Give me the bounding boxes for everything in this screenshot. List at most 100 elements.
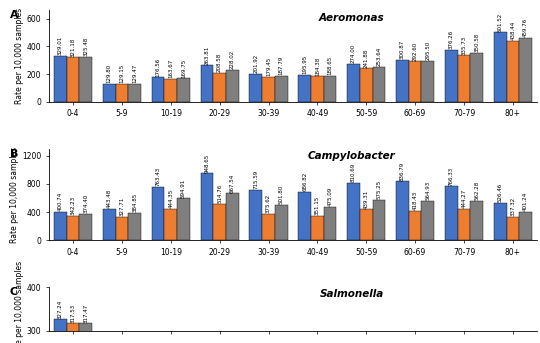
Bar bbox=[373, 200, 386, 240]
Bar bbox=[262, 214, 275, 240]
Text: 351.15: 351.15 bbox=[315, 196, 320, 215]
Text: 384.85: 384.85 bbox=[132, 193, 137, 212]
Bar bbox=[494, 32, 507, 102]
Bar bbox=[213, 73, 226, 102]
Text: 374.40: 374.40 bbox=[83, 194, 88, 213]
Bar bbox=[396, 60, 409, 102]
Bar bbox=[275, 76, 288, 102]
Bar bbox=[445, 186, 457, 240]
Text: 228.02: 228.02 bbox=[230, 50, 235, 70]
Bar bbox=[200, 65, 213, 102]
Text: 444.35: 444.35 bbox=[168, 189, 173, 208]
Bar bbox=[275, 205, 288, 240]
Text: 179.45: 179.45 bbox=[266, 57, 271, 76]
Bar bbox=[360, 68, 373, 102]
Bar bbox=[54, 319, 66, 343]
Bar bbox=[226, 70, 239, 102]
Bar bbox=[311, 76, 324, 102]
Bar bbox=[66, 323, 79, 343]
Text: 562.28: 562.28 bbox=[474, 181, 479, 200]
Text: 129.80: 129.80 bbox=[107, 64, 112, 83]
Bar bbox=[311, 216, 324, 240]
Bar bbox=[422, 201, 434, 240]
Y-axis label: Rate per 10,000 samples: Rate per 10,000 samples bbox=[10, 146, 19, 243]
Text: 475.09: 475.09 bbox=[328, 187, 333, 206]
Y-axis label: Rate per 10,000 samples: Rate per 10,000 samples bbox=[15, 8, 24, 104]
Text: Aeromonas: Aeromonas bbox=[319, 13, 384, 23]
Bar bbox=[66, 216, 79, 240]
Bar bbox=[470, 201, 483, 240]
Text: 188.65: 188.65 bbox=[328, 56, 333, 75]
Text: 342.23: 342.23 bbox=[71, 196, 76, 215]
Bar bbox=[519, 38, 532, 102]
Text: 184.38: 184.38 bbox=[315, 56, 320, 75]
Text: 176.56: 176.56 bbox=[156, 57, 160, 76]
Text: 375.62: 375.62 bbox=[266, 194, 271, 213]
Text: Salmonella: Salmonella bbox=[320, 288, 384, 298]
Text: 459.76: 459.76 bbox=[523, 18, 528, 37]
Bar bbox=[116, 84, 129, 102]
Text: 321.18: 321.18 bbox=[71, 37, 76, 57]
Bar bbox=[103, 84, 116, 102]
Text: 263.81: 263.81 bbox=[205, 45, 210, 64]
Text: 501.80: 501.80 bbox=[279, 185, 284, 204]
Bar bbox=[457, 209, 470, 240]
Bar bbox=[116, 217, 129, 240]
Bar bbox=[494, 203, 507, 240]
Text: A: A bbox=[10, 10, 18, 20]
Bar bbox=[129, 213, 141, 240]
Text: C: C bbox=[10, 287, 18, 297]
Bar bbox=[152, 187, 164, 240]
Bar bbox=[164, 209, 177, 240]
Bar bbox=[507, 216, 519, 240]
Text: 337.32: 337.32 bbox=[510, 197, 515, 216]
Text: 444.27: 444.27 bbox=[462, 189, 467, 208]
Text: 292.60: 292.60 bbox=[413, 41, 417, 60]
Text: 163.67: 163.67 bbox=[168, 59, 173, 79]
Text: 501.52: 501.52 bbox=[498, 12, 503, 32]
Bar bbox=[164, 79, 177, 102]
Bar bbox=[129, 84, 141, 102]
Text: 208.58: 208.58 bbox=[217, 53, 222, 72]
Text: 443.48: 443.48 bbox=[107, 189, 112, 208]
Text: 129.47: 129.47 bbox=[132, 64, 137, 83]
Bar bbox=[79, 57, 92, 102]
Bar bbox=[262, 77, 275, 102]
Text: 564.93: 564.93 bbox=[426, 180, 430, 200]
Bar bbox=[373, 67, 386, 102]
Bar bbox=[519, 212, 532, 240]
Text: 327.71: 327.71 bbox=[119, 197, 124, 216]
Bar bbox=[298, 75, 311, 102]
Text: 526.46: 526.46 bbox=[498, 183, 503, 202]
Text: 300.87: 300.87 bbox=[400, 40, 405, 59]
Text: 241.88: 241.88 bbox=[364, 48, 369, 68]
Text: 350.58: 350.58 bbox=[474, 33, 479, 52]
Text: 401.24: 401.24 bbox=[523, 192, 528, 211]
Text: 129.15: 129.15 bbox=[119, 64, 124, 83]
Text: 253.64: 253.64 bbox=[376, 47, 381, 66]
Bar bbox=[249, 74, 262, 102]
Text: 438.44: 438.44 bbox=[510, 21, 515, 40]
Text: 329.01: 329.01 bbox=[58, 36, 63, 56]
Bar bbox=[79, 323, 92, 343]
Text: 439.31: 439.31 bbox=[364, 189, 369, 209]
Text: 327.24: 327.24 bbox=[58, 299, 63, 319]
Text: 686.82: 686.82 bbox=[302, 172, 307, 191]
Text: 325.48: 325.48 bbox=[83, 37, 88, 56]
Text: 763.43: 763.43 bbox=[156, 167, 160, 186]
Text: 169.75: 169.75 bbox=[181, 58, 186, 78]
Bar bbox=[177, 78, 190, 102]
Bar bbox=[152, 78, 164, 102]
Text: 335.73: 335.73 bbox=[462, 35, 467, 55]
Bar bbox=[409, 211, 422, 240]
Bar bbox=[457, 55, 470, 102]
Text: 317.53: 317.53 bbox=[71, 304, 76, 323]
Bar bbox=[324, 76, 336, 102]
Bar bbox=[445, 50, 457, 102]
Text: 418.43: 418.43 bbox=[413, 191, 417, 210]
Text: 195.95: 195.95 bbox=[302, 55, 307, 74]
Bar bbox=[200, 174, 213, 240]
Bar bbox=[249, 190, 262, 240]
Bar bbox=[409, 61, 422, 102]
Text: 836.79: 836.79 bbox=[400, 162, 405, 181]
